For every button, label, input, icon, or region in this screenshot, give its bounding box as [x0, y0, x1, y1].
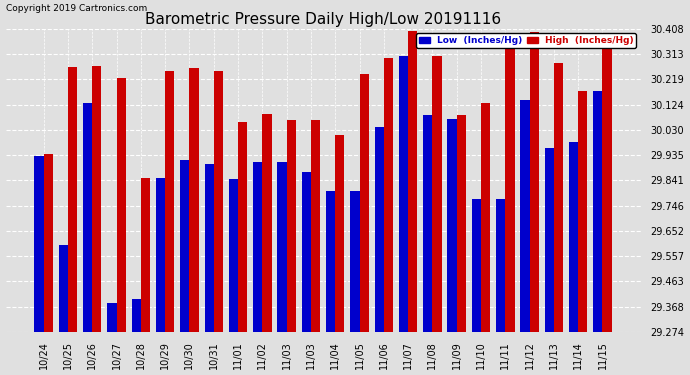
Bar: [351, 191, 359, 332]
Bar: [520, 100, 530, 332]
Bar: [132, 299, 141, 332]
Bar: [496, 199, 505, 332]
Bar: [277, 162, 286, 332]
Bar: [578, 91, 587, 332]
Bar: [262, 114, 272, 332]
Bar: [141, 178, 150, 332]
Bar: [59, 244, 68, 332]
Bar: [253, 162, 262, 332]
Bar: [190, 68, 199, 332]
Text: Copyright 2019 Cartronics.com: Copyright 2019 Cartronics.com: [6, 4, 147, 13]
Bar: [117, 78, 126, 332]
Bar: [34, 156, 43, 332]
Bar: [165, 71, 175, 332]
Bar: [375, 127, 384, 332]
Bar: [204, 164, 214, 332]
Bar: [326, 191, 335, 332]
Title: Barometric Pressure Daily High/Low 20191116: Barometric Pressure Daily High/Low 20191…: [145, 12, 501, 27]
Bar: [423, 115, 433, 332]
Bar: [180, 160, 190, 332]
Bar: [554, 63, 563, 332]
Bar: [92, 66, 101, 332]
Bar: [384, 57, 393, 332]
Bar: [229, 179, 238, 332]
Bar: [472, 199, 481, 332]
Bar: [335, 135, 344, 332]
Bar: [569, 142, 578, 332]
Bar: [399, 56, 408, 332]
Bar: [448, 119, 457, 332]
Bar: [156, 178, 165, 332]
Bar: [68, 67, 77, 332]
Bar: [433, 56, 442, 332]
Legend: Low  (Inches/Hg), High  (Inches/Hg): Low (Inches/Hg), High (Inches/Hg): [416, 33, 636, 48]
Bar: [43, 154, 53, 332]
Bar: [302, 172, 311, 332]
Bar: [83, 103, 92, 332]
Bar: [602, 44, 612, 332]
Bar: [108, 303, 117, 332]
Bar: [505, 36, 515, 332]
Bar: [593, 91, 602, 332]
Bar: [214, 71, 223, 332]
Bar: [544, 148, 554, 332]
Bar: [286, 120, 296, 332]
Bar: [359, 74, 368, 332]
Bar: [481, 103, 490, 332]
Bar: [408, 31, 417, 332]
Bar: [238, 122, 247, 332]
Bar: [457, 115, 466, 332]
Bar: [530, 32, 539, 332]
Bar: [311, 120, 320, 332]
